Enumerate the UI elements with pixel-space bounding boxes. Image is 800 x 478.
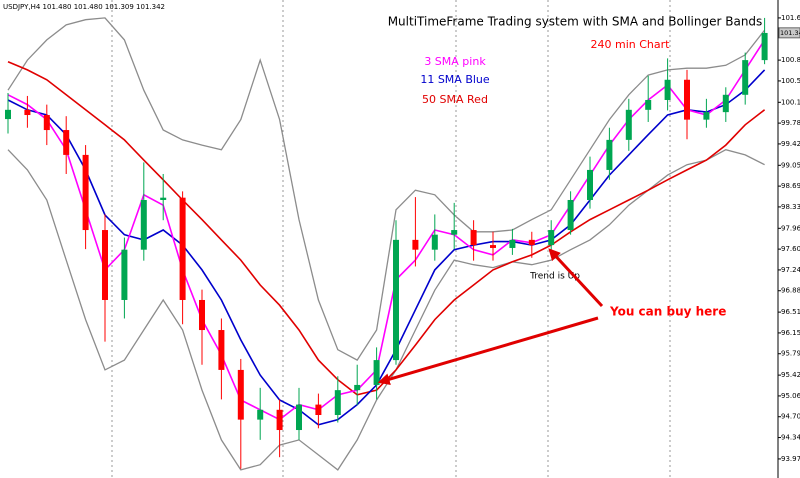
candle-body xyxy=(567,199,574,231)
candle-body xyxy=(490,245,496,248)
candle-body xyxy=(179,197,186,300)
timeframe-note: 240 min Chart xyxy=(591,38,671,51)
candle-body xyxy=(102,230,108,300)
y-tick-label: 100.870 xyxy=(781,56,800,64)
candle-body xyxy=(393,239,399,361)
chart-title: MultiTimeFrame Trading system with SMA a… xyxy=(388,15,763,29)
arrow xyxy=(377,316,599,386)
y-tick-label: 100.140 xyxy=(781,98,800,106)
candle-body xyxy=(548,230,555,246)
candle-body xyxy=(470,230,477,246)
y-tick-label: 95.790 xyxy=(781,350,800,358)
candle-body xyxy=(354,384,361,391)
y-tick-label: 94.700 xyxy=(781,413,800,421)
candle-body xyxy=(645,99,652,110)
candle-body xyxy=(257,409,264,420)
candle-body xyxy=(684,79,690,120)
legend-entry: 3 SMA pink xyxy=(424,55,486,68)
symbol-info: USDJPY,H4 101.480 101.480 101.309 101.34… xyxy=(3,3,165,11)
legend-entry: 50 SMA Red xyxy=(422,93,488,106)
y-tick-label: 96.150 xyxy=(781,329,800,337)
candle-body xyxy=(315,404,322,415)
y-tick-label: 95.060 xyxy=(781,392,800,400)
candle-body xyxy=(63,130,70,155)
candle-body xyxy=(606,139,613,170)
plot-area xyxy=(5,17,768,471)
candle-body xyxy=(121,249,128,300)
y-tick-label: 100.510 xyxy=(781,77,800,85)
legend-entry: 11 SMA Blue xyxy=(420,73,490,86)
candle-body xyxy=(373,360,380,385)
candle-body xyxy=(664,79,671,100)
candle-body xyxy=(218,330,225,370)
y-tick-label: 98.330 xyxy=(781,203,800,211)
y-tick-label: 95.420 xyxy=(781,371,800,379)
candle-body xyxy=(528,239,535,246)
y-tick-label: 99.050 xyxy=(781,161,800,169)
sma-line xyxy=(7,69,766,426)
candle-body xyxy=(412,239,419,250)
y-tick-label: 93.970 xyxy=(781,455,800,463)
candle-body xyxy=(431,234,438,250)
y-tick-label: 99.420 xyxy=(781,140,800,148)
current-price-box xyxy=(778,27,800,39)
arrow xyxy=(548,248,604,308)
sma-line xyxy=(7,39,766,421)
y-tick-label: 94.340 xyxy=(781,434,800,442)
y-tick-label: 97.960 xyxy=(781,224,800,232)
candle-body xyxy=(199,299,205,331)
buy-note: You can buy here xyxy=(609,305,726,319)
candle-body xyxy=(334,390,341,415)
candle-body xyxy=(24,109,31,116)
y-tick-label: 97.600 xyxy=(781,245,800,253)
y-tick-label: 96.510 xyxy=(781,308,800,316)
candle-body xyxy=(703,112,710,120)
candle-body xyxy=(722,94,729,113)
y-tick-label: 98.690 xyxy=(781,182,800,190)
candle-body xyxy=(237,369,244,420)
candle-body xyxy=(742,60,749,95)
candle-body xyxy=(160,197,167,200)
y-tick-label: 96.880 xyxy=(781,287,800,295)
candle-body xyxy=(5,109,11,120)
candle-body xyxy=(276,409,283,431)
candle-body xyxy=(509,239,516,248)
y-tick-label: 97.240 xyxy=(781,266,800,274)
candle-body xyxy=(587,169,593,200)
trend-note: Trend is Up xyxy=(529,272,580,282)
candle-body xyxy=(296,404,302,431)
candle-body xyxy=(82,154,89,231)
candle-body xyxy=(140,199,147,250)
candle-body xyxy=(625,109,632,140)
y-tick-label: 99.780 xyxy=(781,119,800,127)
bollinger-band xyxy=(7,17,766,361)
candle-body xyxy=(451,230,458,235)
candle-body xyxy=(43,115,50,131)
y-tick-label: 101.600 xyxy=(781,14,800,22)
current-price-label: 101.342 xyxy=(780,29,800,37)
candle-body xyxy=(761,32,768,61)
